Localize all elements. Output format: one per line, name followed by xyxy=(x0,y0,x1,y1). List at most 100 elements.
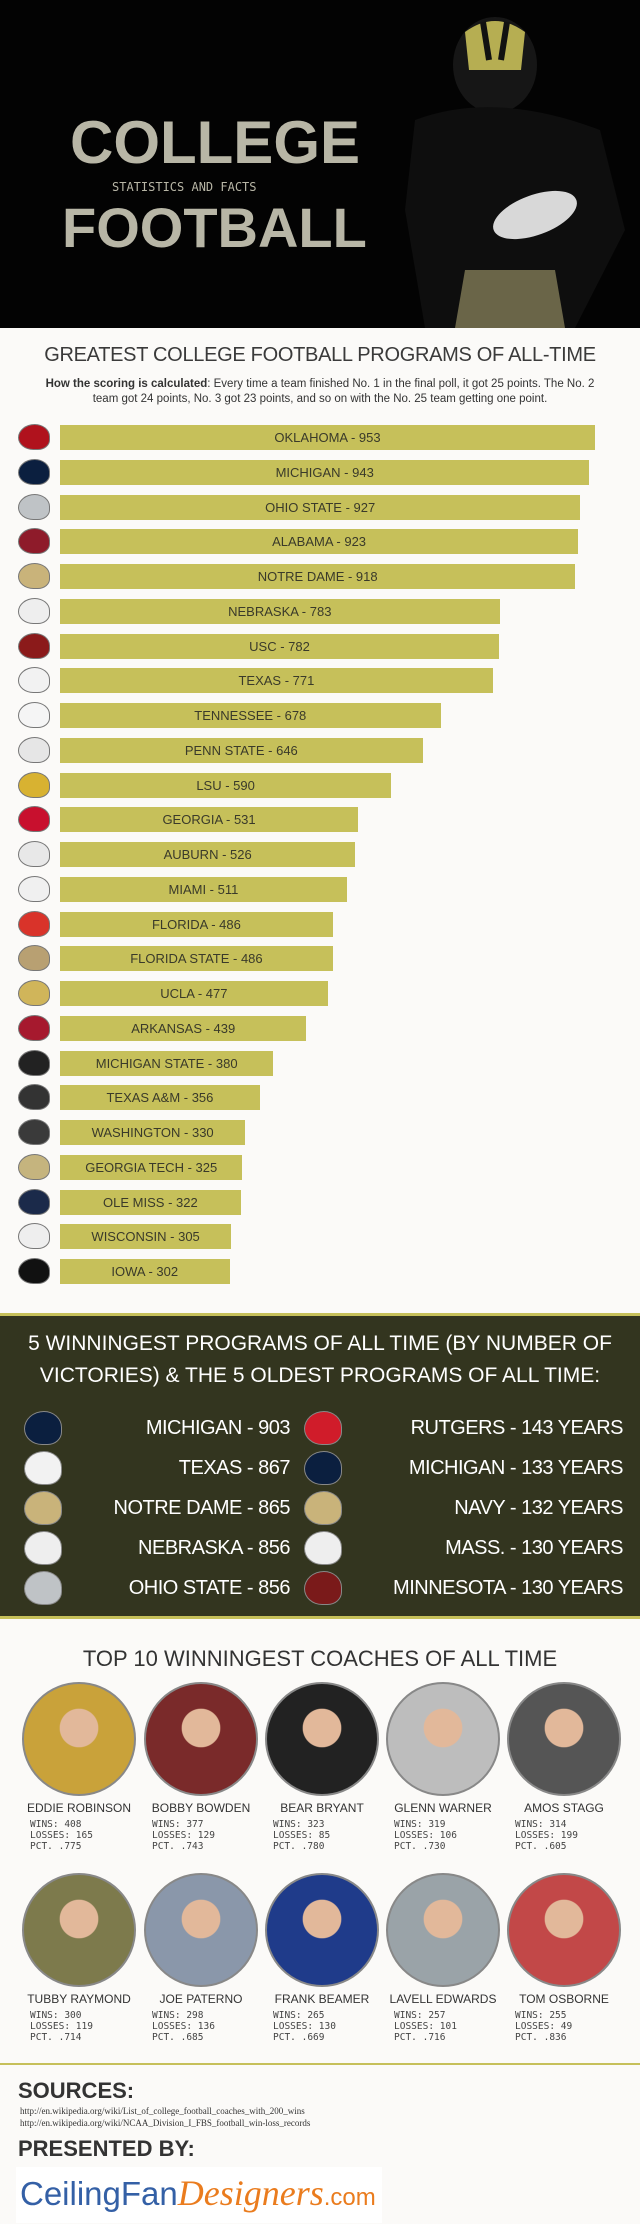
coach-wins: WINS: 257 xyxy=(394,2010,446,2021)
bar-tennessee: TENNESSEE - 678 xyxy=(60,703,441,728)
coach-stats: WINS: 323 LOSSES: 85 PCT. .780 xyxy=(273,1819,381,1852)
coach-wins: WINS: 300 xyxy=(30,2010,82,2021)
oldest-item: MINNESOTA - 130 YEARS xyxy=(393,1577,623,1599)
hero-banner: COLLEGE STATISTICS AND FACTS FOOTBALL xyxy=(0,0,640,328)
team-helmet-icon xyxy=(18,667,50,694)
team-helmet-icon xyxy=(24,1411,62,1445)
coach-name: JOE PATERNO xyxy=(159,1992,243,2006)
team-helmet-icon xyxy=(18,493,50,520)
coach-stats: WINS: 257 LOSSES: 101 PCT. .716 xyxy=(394,2010,502,2043)
coach-card: JOE PATERNO WINS: 298 LOSSES: 136 PCT. .68… xyxy=(142,1873,260,2043)
coach-losses: LOSSES: 85 xyxy=(273,1830,331,1841)
team-helmet-icon xyxy=(18,1188,50,1215)
bar-usc: USC - 782 xyxy=(60,633,499,659)
team-helmet-icon xyxy=(24,1571,62,1605)
coach-stats: WINS: 265 LOSSES: 130 PCT. .669 xyxy=(273,2010,381,2043)
bar-florida: FLORIDA - 486 xyxy=(60,911,333,937)
bar-alabama: ALABAMA - 923 xyxy=(60,529,579,555)
coach-stats: WINS: 298 LOSSES: 136 PCT. .685 xyxy=(152,2010,260,2043)
coach-pct: PCT. .685 xyxy=(152,2032,204,2043)
winningest-item: OHIO STATE - 856 xyxy=(128,1577,291,1599)
bar-label: MICHIGAN - 943 xyxy=(275,464,374,480)
coach-name: BOBBY BOWDEN xyxy=(151,1801,251,1815)
bar-label: MICHIGAN STATE - 380 xyxy=(95,1055,238,1071)
bar-label: TEXAS A&M - 356 xyxy=(106,1090,214,1106)
coach-photo xyxy=(386,1873,500,1987)
team-helmet-icon xyxy=(18,1049,50,1076)
coach-pct: PCT. .743 xyxy=(152,1841,204,1852)
coach-pct: PCT. .716 xyxy=(394,2032,446,2043)
bar-label: GEORGIA TECH - 325 xyxy=(85,1159,218,1175)
coach-name: BEAR BRYANT xyxy=(280,1801,364,1815)
coach-wins: WINS: 377 xyxy=(152,1819,204,1830)
team-helmet-icon xyxy=(18,806,50,833)
bar-label: WASHINGTON - 330 xyxy=(91,1125,214,1140)
coach-stats: WINS: 255 LOSSES: 49 PCT. .836 xyxy=(515,2010,623,2043)
coach-name: EDDIE ROBINSON xyxy=(26,1801,131,1815)
hero-subtitle: STATISTICS AND FACTS xyxy=(112,180,257,194)
coach-card: BEAR BRYANT WINS: 323 LOSSES: 85 PCT. .780 xyxy=(263,1682,381,1852)
bar-penn-state: PENN STATE - 646 xyxy=(60,737,423,763)
coach-pct: PCT. .669 xyxy=(273,2032,325,2043)
bar-nebraska: NEBRASKA - 783 xyxy=(60,598,500,624)
sources-title: SOURCES: xyxy=(18,2078,135,2103)
bar-auburn: AUBURN - 526 xyxy=(60,842,356,867)
team-helmet-icon xyxy=(18,841,50,867)
coach-pct: PCT. .605 xyxy=(515,1841,567,1852)
team-helmet-icon xyxy=(24,1491,62,1525)
coach-losses: LOSSES: 129 xyxy=(152,1830,215,1841)
bar-oklahoma: OKLAHOMA - 953 xyxy=(60,425,595,450)
team-helmet-icon xyxy=(18,945,50,972)
coach-losses: LOSSES: 49 xyxy=(515,2021,573,2032)
logo-part: CeilingFan xyxy=(20,2175,178,2212)
team-helmet-icon xyxy=(18,1119,50,1145)
coach-losses: LOSSES: 119 xyxy=(30,2021,93,2032)
bar-label: ALABAMA - 923 xyxy=(272,534,367,550)
coach-stats: WINS: 408 LOSSES: 165 PCT. .775 xyxy=(30,1819,138,1852)
bar-iowa: IOWA - 302 xyxy=(60,1259,230,1284)
bar-georgia-tech: GEORGIA TECH - 325 xyxy=(60,1154,243,1180)
oldest-item: NAVY - 132 YEARS xyxy=(454,1497,623,1519)
team-helmet-icon xyxy=(18,528,50,555)
coach-photo xyxy=(265,1873,379,1987)
oldest-item: MICHIGAN - 133 YEARS xyxy=(408,1457,624,1479)
team-helmet-icon xyxy=(18,632,50,659)
team-helmet-icon xyxy=(18,1084,50,1111)
winningest-title: 5 WINNINGEST PROGRAMS OF ALL TIME (BY NU… xyxy=(28,1332,612,1387)
team-helmet-icon xyxy=(18,875,50,902)
bar-texas-a-m: TEXAS A&M - 356 xyxy=(60,1085,260,1111)
coach-losses: LOSSES: 106 xyxy=(394,1830,457,1841)
team-helmet-icon xyxy=(18,910,50,937)
coach-wins: WINS: 255 xyxy=(515,2010,567,2021)
coach-wins: WINS: 323 xyxy=(273,1819,325,1830)
coach-pct: PCT. .730 xyxy=(394,1841,446,1852)
team-helmet-icon xyxy=(24,1451,62,1485)
bar-arkansas: ARKANSAS - 439 xyxy=(60,1015,307,1041)
team-helmet-icon xyxy=(18,736,50,763)
source-link[interactable]: http://en.wikipedia.org/wiki/NCAA_Divisi… xyxy=(20,2117,311,2128)
team-helmet-icon xyxy=(18,980,50,1006)
team-helmet-icon xyxy=(304,1451,342,1485)
bar-label: WISCONSIN - 305 xyxy=(91,1229,200,1245)
bar-label: PENN STATE - 646 xyxy=(184,742,298,758)
coach-photo xyxy=(386,1682,500,1796)
team-helmet-icon xyxy=(18,1014,50,1041)
coach-card: TOM OSBORNE WINS: 255 LOSSES: 49 PCT. .836 xyxy=(505,1873,623,2043)
bar-miami: MIAMI - 511 xyxy=(60,876,347,902)
coach-name: TUBBY RAYMOND xyxy=(27,1992,131,2006)
winningest-section: 5 WINNINGEST PROGRAMS OF ALL TIME (BY NU… xyxy=(0,1313,640,1619)
team-helmet-icon xyxy=(24,1531,62,1565)
coach-losses: LOSSES: 165 xyxy=(30,1830,93,1841)
presented-by-title: PRESENTED BY: xyxy=(18,2136,195,2161)
source-link[interactable]: http://en.wikipedia.org/wiki/List_of_col… xyxy=(20,2106,305,2116)
winningest-item: TEXAS - 867 xyxy=(178,1457,291,1479)
ceilingfandesigners-logo[interactable]: CeilingFanDesigners.com xyxy=(16,2167,382,2223)
coach-card: FRANK BEAMER WINS: 265 LOSSES: 130 PCT. .6… xyxy=(263,1873,381,2043)
winningest-item: MICHIGAN - 903 xyxy=(145,1417,291,1439)
coach-photo xyxy=(22,1682,136,1796)
team-helmet-icon xyxy=(18,1153,50,1180)
coach-wins: WINS: 314 xyxy=(515,1819,567,1830)
bar-label: TEXAS - 771 xyxy=(238,673,315,689)
team-helmet-icon xyxy=(18,1258,50,1284)
bar-wisconsin: WISCONSIN - 305 xyxy=(60,1224,232,1250)
